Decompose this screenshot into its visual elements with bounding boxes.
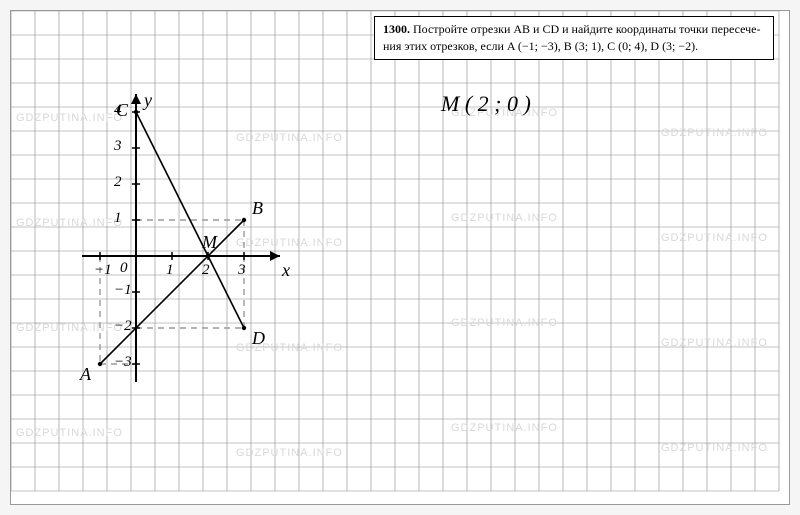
y-tick--2: −2 <box>114 318 132 335</box>
x-tick--1: −1 <box>94 262 112 279</box>
point-label-M: M <box>202 232 217 253</box>
watermark: GDZPUTINA.INFO <box>236 447 343 459</box>
y-tick-3: 3 <box>114 138 122 155</box>
watermark: GDZPUTINA.INFO <box>451 317 558 329</box>
answer-text: M ( 2 ; 0 ) <box>441 91 531 117</box>
y-tick-2: 2 <box>114 174 122 191</box>
point-label-D: D <box>252 328 265 349</box>
watermark: GDZPUTINA.INFO <box>661 232 768 244</box>
watermark: GDZPUTINA.INFO <box>16 217 123 229</box>
watermark: GDZPUTINA.INFO <box>236 132 343 144</box>
watermark: GDZPUTINA.INFO <box>16 322 123 334</box>
problem-text-1: Постройте отрезки AB и CD и найдите коор… <box>413 22 760 36</box>
watermark: GDZPUTINA.INFO <box>451 422 558 434</box>
y-tick-1: 1 <box>114 210 122 227</box>
point-label-A: A <box>80 364 91 385</box>
x-tick-2: 2 <box>202 262 210 279</box>
watermark: GDZPUTINA.INFO <box>661 442 768 454</box>
watermark: GDZPUTINA.INFO <box>661 127 768 139</box>
origin-label: 0 <box>120 260 128 277</box>
problem-number: 1300. <box>383 22 410 36</box>
paper-sheet: GDZPUTINA.INFO GDZPUTINA.INFO GDZPUTINA.IN… <box>10 10 790 505</box>
x-axis-label: x <box>282 260 290 281</box>
point-label-C: C <box>116 100 128 121</box>
x-tick-3: 3 <box>238 262 246 279</box>
grid-and-graph: GDZPUTINA.INFO GDZPUTINA.INFO GDZPUTINA.IN… <box>11 11 791 506</box>
point-label-B: B <box>252 198 263 219</box>
watermark: GDZPUTINA.INFO <box>16 427 123 439</box>
watermark: GDZPUTINA.INFO <box>661 337 768 349</box>
y-tick--1: −1 <box>114 282 132 299</box>
watermark: GDZPUTINA.INFO <box>451 212 558 224</box>
problem-text-2: ния этих отрезков, если A (−1; −3), B (3… <box>383 39 698 53</box>
y-axis-label: y <box>144 90 152 111</box>
x-tick-1: 1 <box>166 262 174 279</box>
watermark: GDZPUTINA.INFO <box>16 112 123 124</box>
y-tick--3: −3 <box>114 354 132 371</box>
watermark: GDZPUTINA.INFO <box>236 237 343 249</box>
problem-box: 1300. Постройте отрезки AB и CD и найдит… <box>374 16 774 60</box>
